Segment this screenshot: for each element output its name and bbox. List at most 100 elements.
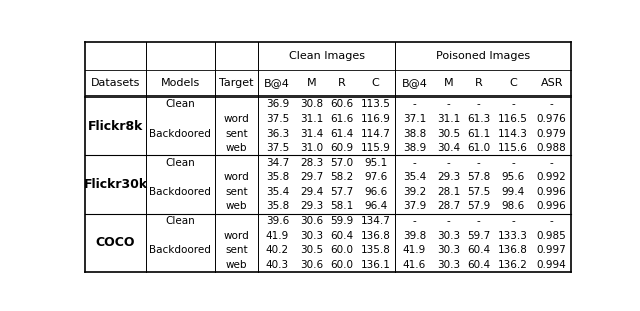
Text: 58.1: 58.1 — [330, 202, 353, 211]
Text: 59.9: 59.9 — [330, 216, 353, 226]
Text: 60.9: 60.9 — [330, 143, 353, 153]
Text: 116.9: 116.9 — [361, 114, 390, 124]
Text: 31.0: 31.0 — [300, 143, 323, 153]
Text: 35.8: 35.8 — [266, 202, 289, 211]
Text: -: - — [550, 158, 554, 168]
Text: 95.1: 95.1 — [364, 158, 387, 168]
Text: 36.3: 36.3 — [266, 129, 289, 139]
Text: 37.9: 37.9 — [403, 202, 426, 211]
Text: 60.6: 60.6 — [330, 100, 353, 109]
Text: 0.992: 0.992 — [537, 172, 566, 182]
Text: 35.8: 35.8 — [266, 172, 289, 182]
Text: 29.3: 29.3 — [300, 202, 323, 211]
Text: -: - — [413, 100, 417, 109]
Text: 30.5: 30.5 — [300, 245, 323, 255]
Text: 58.2: 58.2 — [330, 172, 353, 182]
Text: 34.7: 34.7 — [266, 158, 289, 168]
Text: 98.6: 98.6 — [501, 202, 525, 211]
Text: 136.1: 136.1 — [361, 260, 390, 270]
Text: 114.3: 114.3 — [498, 129, 528, 139]
Text: 35.4: 35.4 — [266, 187, 289, 197]
Text: 57.7: 57.7 — [330, 187, 353, 197]
Text: 57.0: 57.0 — [330, 158, 353, 168]
Text: 30.6: 30.6 — [300, 260, 323, 270]
Text: -: - — [447, 100, 451, 109]
Text: B@4: B@4 — [264, 78, 291, 88]
Text: 39.8: 39.8 — [403, 230, 426, 241]
Text: 134.7: 134.7 — [361, 216, 390, 226]
Text: -: - — [477, 216, 481, 226]
Text: 116.5: 116.5 — [498, 114, 528, 124]
Text: 136.8: 136.8 — [361, 230, 390, 241]
Text: -: - — [477, 158, 481, 168]
Text: -: - — [550, 100, 554, 109]
Text: 37.1: 37.1 — [403, 114, 426, 124]
Text: 28.7: 28.7 — [437, 202, 460, 211]
Text: Datasets: Datasets — [91, 78, 140, 88]
Text: 29.4: 29.4 — [300, 187, 323, 197]
Text: -: - — [447, 216, 451, 226]
Text: 37.5: 37.5 — [266, 114, 289, 124]
Text: sent: sent — [225, 245, 248, 255]
Text: 31.1: 31.1 — [437, 114, 460, 124]
Text: 41.6: 41.6 — [403, 260, 426, 270]
Text: M: M — [444, 78, 454, 88]
Text: -: - — [477, 100, 481, 109]
Text: -: - — [511, 216, 515, 226]
Text: 133.3: 133.3 — [498, 230, 528, 241]
Text: -: - — [550, 216, 554, 226]
Text: 0.979: 0.979 — [537, 129, 566, 139]
Text: 40.3: 40.3 — [266, 260, 289, 270]
Text: 60.4: 60.4 — [330, 230, 353, 241]
Text: 115.6: 115.6 — [498, 143, 528, 153]
Text: 95.6: 95.6 — [501, 172, 525, 182]
Text: Clean Images: Clean Images — [289, 51, 365, 61]
Text: 61.3: 61.3 — [467, 114, 490, 124]
Text: C: C — [372, 78, 380, 88]
Text: Models: Models — [161, 78, 200, 88]
Text: 97.6: 97.6 — [364, 172, 387, 182]
Text: Clean: Clean — [166, 216, 195, 226]
Text: Backdoored: Backdoored — [150, 129, 211, 139]
Text: 38.8: 38.8 — [403, 129, 426, 139]
Text: 30.3: 30.3 — [437, 245, 460, 255]
Text: 59.7: 59.7 — [467, 230, 490, 241]
Text: sent: sent — [225, 187, 248, 197]
Text: 57.5: 57.5 — [467, 187, 490, 197]
Text: 29.7: 29.7 — [300, 172, 323, 182]
Text: Target: Target — [219, 78, 253, 88]
Text: 35.4: 35.4 — [403, 172, 426, 182]
Text: 60.0: 60.0 — [330, 260, 353, 270]
Text: word: word — [223, 114, 249, 124]
Text: 31.4: 31.4 — [300, 129, 323, 139]
Text: 61.6: 61.6 — [330, 114, 353, 124]
Text: web: web — [225, 202, 247, 211]
Text: Clean: Clean — [166, 158, 195, 168]
Text: web: web — [225, 143, 247, 153]
Text: 57.8: 57.8 — [467, 172, 490, 182]
Text: web: web — [225, 260, 247, 270]
Text: 40.2: 40.2 — [266, 245, 289, 255]
Text: 61.4: 61.4 — [330, 129, 353, 139]
Text: 30.4: 30.4 — [437, 143, 460, 153]
Text: 41.9: 41.9 — [403, 245, 426, 255]
Text: 136.2: 136.2 — [498, 260, 528, 270]
Text: -: - — [511, 100, 515, 109]
Text: 39.2: 39.2 — [403, 187, 426, 197]
Text: Clean: Clean — [166, 100, 195, 109]
Text: 0.988: 0.988 — [537, 143, 566, 153]
Text: 37.5: 37.5 — [266, 143, 289, 153]
Text: Poisoned Images: Poisoned Images — [436, 51, 530, 61]
Text: 28.3: 28.3 — [300, 158, 323, 168]
Text: -: - — [511, 158, 515, 168]
Text: 113.5: 113.5 — [361, 100, 390, 109]
Text: Flickr8k: Flickr8k — [88, 120, 143, 133]
Text: 41.9: 41.9 — [266, 230, 289, 241]
Text: 61.0: 61.0 — [467, 143, 490, 153]
Text: 60.4: 60.4 — [467, 245, 490, 255]
Text: 30.3: 30.3 — [437, 230, 460, 241]
Text: sent: sent — [225, 129, 248, 139]
Text: 29.3: 29.3 — [437, 172, 460, 182]
Text: Backdoored: Backdoored — [150, 245, 211, 255]
Text: 96.4: 96.4 — [364, 202, 387, 211]
